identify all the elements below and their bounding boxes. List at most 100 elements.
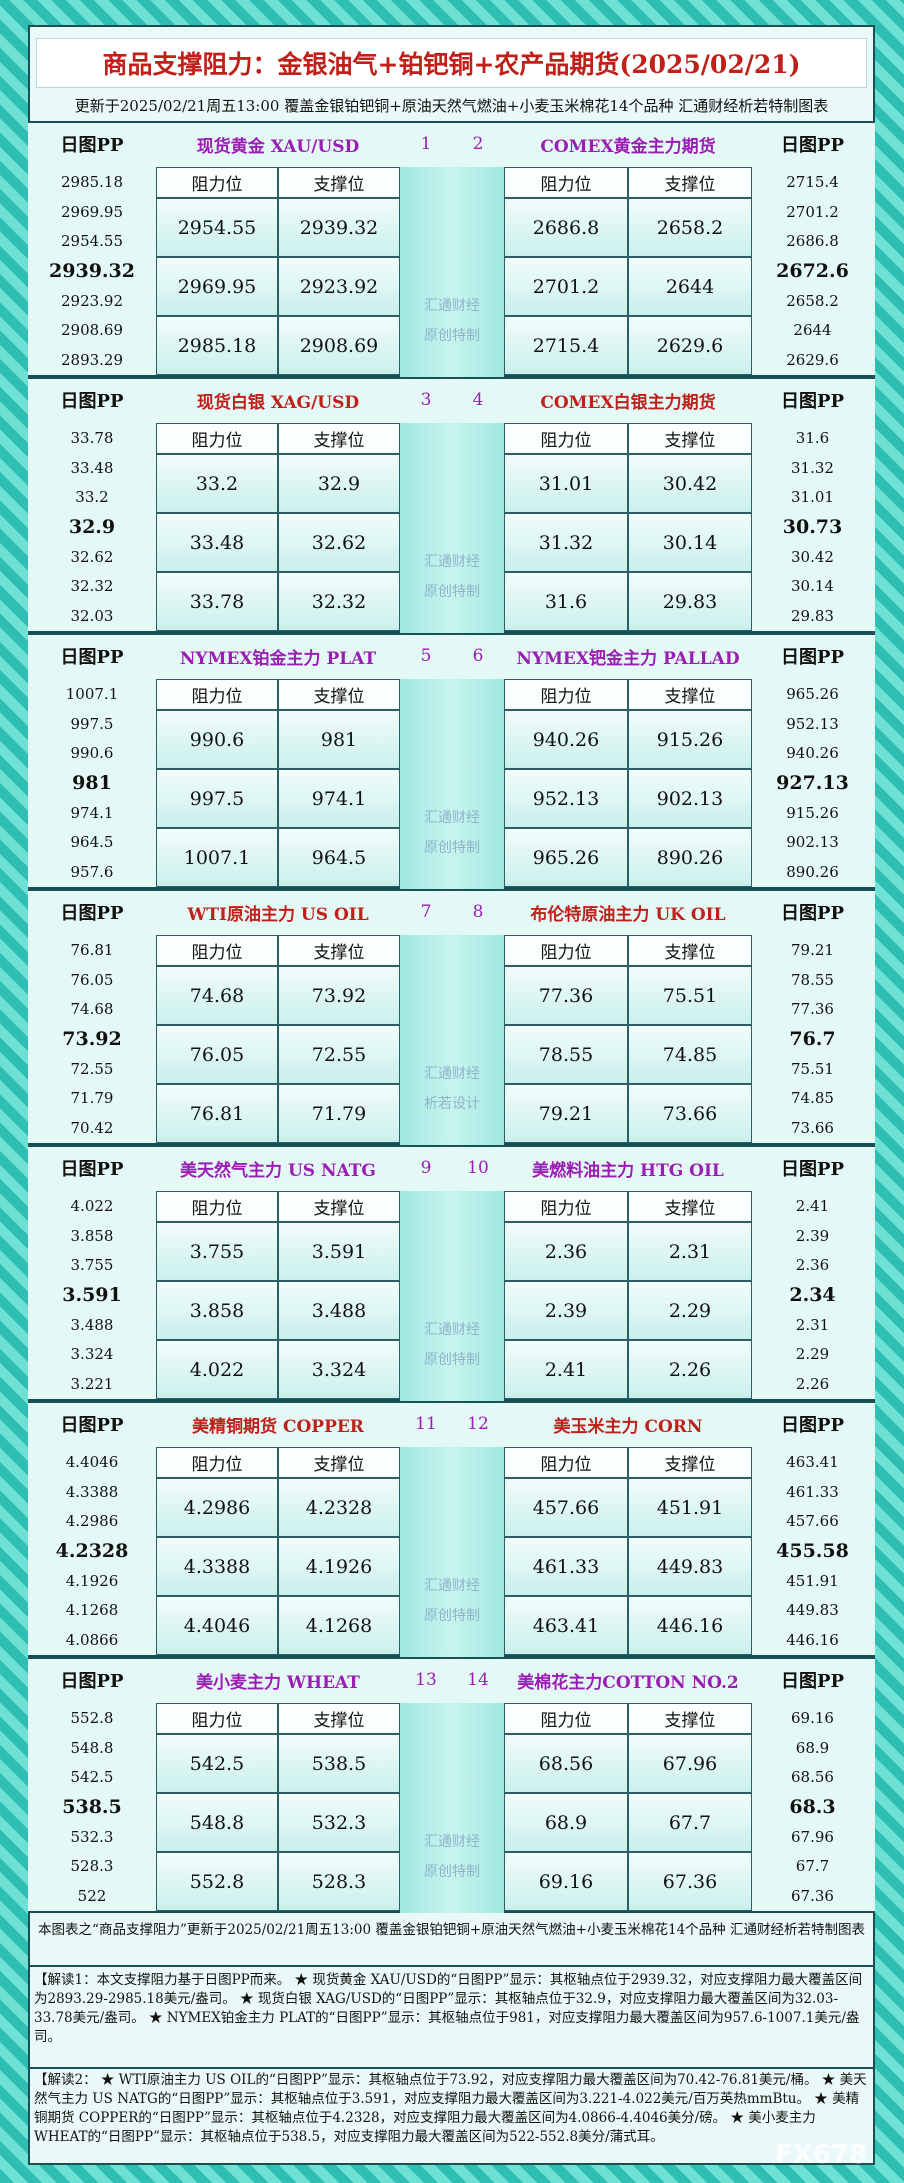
support-value: 2.29 xyxy=(628,1281,752,1340)
support-value: 2.31 xyxy=(628,1222,752,1281)
watermark: 汇通财经 xyxy=(424,1322,480,1338)
watermark: 汇通财经 xyxy=(424,810,480,826)
pp-level: 552.8 xyxy=(70,1708,114,1727)
resistance-value: 542.5 xyxy=(156,1734,278,1793)
column-header: 阻力位 xyxy=(504,679,628,710)
middle-column xyxy=(400,679,504,889)
resistance-value: 76.81 xyxy=(156,1084,278,1143)
pivot-point: 2.34 xyxy=(789,1283,836,1306)
middle-column xyxy=(400,1447,504,1657)
resistance-value: 457.66 xyxy=(504,1478,628,1537)
support-value: 538.5 xyxy=(278,1734,400,1793)
pp-level: 2985.18 xyxy=(60,172,124,191)
resistance-value: 31.6 xyxy=(504,572,628,631)
pp-level: 33.48 xyxy=(70,458,114,477)
support-value: 67.36 xyxy=(628,1852,752,1911)
column-header: 阻力位 xyxy=(156,167,278,198)
instrument-number: 10 xyxy=(467,1158,489,1178)
column-header: 阻力位 xyxy=(504,423,628,454)
pp-label: 日图PP xyxy=(60,391,124,412)
resistance-value: 69.16 xyxy=(504,1852,628,1911)
divider xyxy=(28,2067,875,2069)
column-header: 支撑位 xyxy=(278,1447,400,1478)
resistance-value: 77.36 xyxy=(504,966,628,1025)
support-value: 974.1 xyxy=(278,769,400,828)
pp-label: 日图PP xyxy=(780,903,845,924)
pp-level: 76.05 xyxy=(70,970,114,989)
analysis: 【解读1：本文支撑阻力基于日图PP而来。 ★ 现货黄金 XAU/USD的“日图P… xyxy=(34,1972,863,2045)
pp-level: 461.33 xyxy=(786,1482,839,1501)
pp-level: 71.79 xyxy=(70,1089,114,1108)
column-header: 阻力位 xyxy=(156,935,278,966)
footer-note: 本图表之“商品支撑阻力”更新于2025/02/21周五13:00 覆盖金银铂钯铜… xyxy=(38,1922,865,1938)
support-value: 915.26 xyxy=(628,710,752,769)
support-value: 451.91 xyxy=(628,1478,752,1537)
pp-level: 446.16 xyxy=(786,1631,839,1650)
pp-level: 73.66 xyxy=(791,1119,834,1138)
support-value: 964.5 xyxy=(278,828,400,887)
pp-level: 3.324 xyxy=(70,1345,114,1364)
pivot-point: 73.92 xyxy=(62,1027,122,1050)
pp-level: 74.68 xyxy=(70,1000,114,1019)
pp-level: 68.56 xyxy=(791,1768,834,1787)
watermark: 汇通财经 xyxy=(424,554,480,570)
support-value: 446.16 xyxy=(628,1596,752,1655)
pp-level: 4.022 xyxy=(70,1196,114,1215)
resistance-value: 4.022 xyxy=(156,1340,278,1399)
pp-level: 2.31 xyxy=(795,1315,830,1334)
instrument-name: 美天然气主力 US NATG xyxy=(180,1160,376,1181)
instrument-number: 14 xyxy=(467,1670,489,1690)
column-header: 支撑位 xyxy=(278,167,400,198)
pp-level: 4.0866 xyxy=(65,1631,119,1650)
column-header: 支撑位 xyxy=(278,679,400,710)
pivot-point: 981 xyxy=(72,771,112,794)
pp-level: 2629.6 xyxy=(786,351,839,370)
pp-level: 74.85 xyxy=(791,1089,834,1108)
pp-level: 2893.29 xyxy=(60,351,124,370)
resistance-value: 3.755 xyxy=(156,1222,278,1281)
resistance-value: 2969.95 xyxy=(156,257,278,316)
column-header: 阻力位 xyxy=(156,423,278,454)
watermark: 汇通财经 xyxy=(424,1834,480,1850)
pp-level: 2.36 xyxy=(795,1256,830,1275)
support-value: 4.2328 xyxy=(278,1478,400,1537)
pp-level: 463.41 xyxy=(786,1452,839,1471)
pp-level: 4.1926 xyxy=(65,1571,119,1590)
column-header: 阻力位 xyxy=(156,1191,278,1222)
watermark: 汇通财经 xyxy=(424,298,480,314)
pp-level: 3.488 xyxy=(70,1315,114,1334)
resistance-value: 2985.18 xyxy=(156,316,278,375)
pp-level: 974.1 xyxy=(70,803,114,822)
pp-level: 890.26 xyxy=(786,863,839,882)
resistance-value: 2.39 xyxy=(504,1281,628,1340)
resistance-value: 33.78 xyxy=(156,572,278,631)
support-value: 74.85 xyxy=(628,1025,752,1084)
pp-label: 日图PP xyxy=(60,135,124,156)
resistance-value: 463.41 xyxy=(504,1596,628,1655)
support-value: 73.92 xyxy=(278,966,400,1025)
column-header: 支撑位 xyxy=(628,1703,752,1734)
pp-level: 31.32 xyxy=(791,458,834,477)
support-value: 2939.32 xyxy=(278,198,400,257)
pivot-point: 68.3 xyxy=(789,1795,836,1818)
pp-level: 77.36 xyxy=(791,1000,834,1019)
instrument-number: 12 xyxy=(467,1414,489,1434)
support-value: 29.83 xyxy=(628,572,752,631)
instrument-number: 6 xyxy=(472,646,484,666)
support-value: 2629.6 xyxy=(628,316,752,375)
instrument-number: 1 xyxy=(420,134,432,154)
resistance-value: 952.13 xyxy=(504,769,628,828)
resistance-value: 2701.2 xyxy=(504,257,628,316)
instrument-number: 7 xyxy=(420,902,432,922)
instrument-name: NYMEX铂金主力 PLAT xyxy=(179,648,377,669)
pp-level: 31.01 xyxy=(791,488,834,507)
pivot-point: 538.5 xyxy=(62,1795,122,1818)
pp-level: 68.9 xyxy=(795,1738,830,1757)
pivot-point: 455.58 xyxy=(776,1539,849,1562)
pp-level: 32.03 xyxy=(70,607,114,626)
pp-level: 451.91 xyxy=(786,1571,839,1590)
support-value: 4.1268 xyxy=(278,1596,400,1655)
pivot-point: 927.13 xyxy=(776,771,849,794)
pp-label: 日图PP xyxy=(780,1671,845,1692)
column-header: 阻力位 xyxy=(156,1447,278,1478)
